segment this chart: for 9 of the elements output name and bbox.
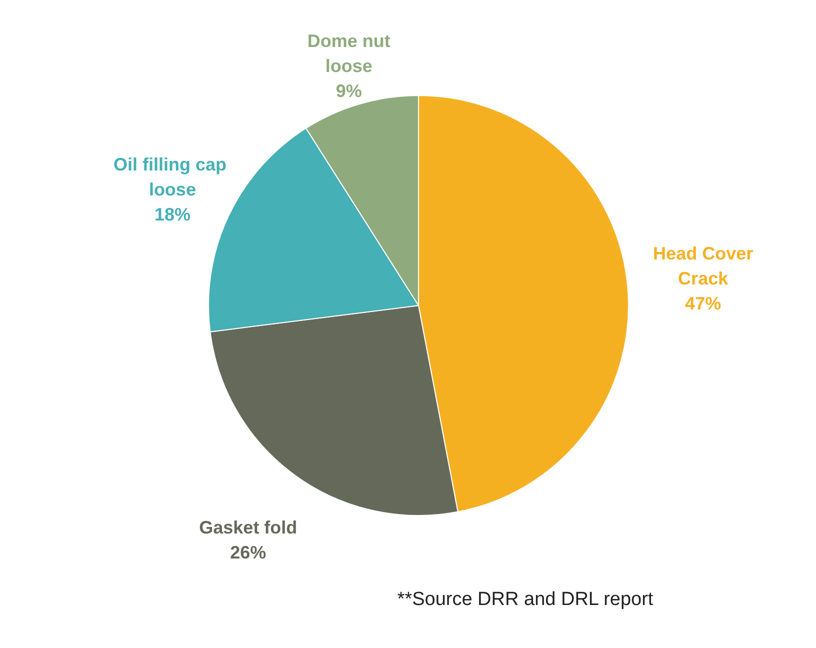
data-label: 47% xyxy=(685,294,722,314)
text: **Source DRR and DRL report xyxy=(397,589,654,610)
data-label: 9% xyxy=(336,80,362,101)
data-label: 26% xyxy=(230,542,266,562)
slice-label: Gasket fold xyxy=(199,517,298,538)
slice-label: Oil filling cap loose xyxy=(113,154,226,200)
slice-label: Dome nut loose xyxy=(307,30,390,76)
data-label: 18% xyxy=(154,204,190,225)
slice-label: Head Cover Crack xyxy=(653,244,754,289)
